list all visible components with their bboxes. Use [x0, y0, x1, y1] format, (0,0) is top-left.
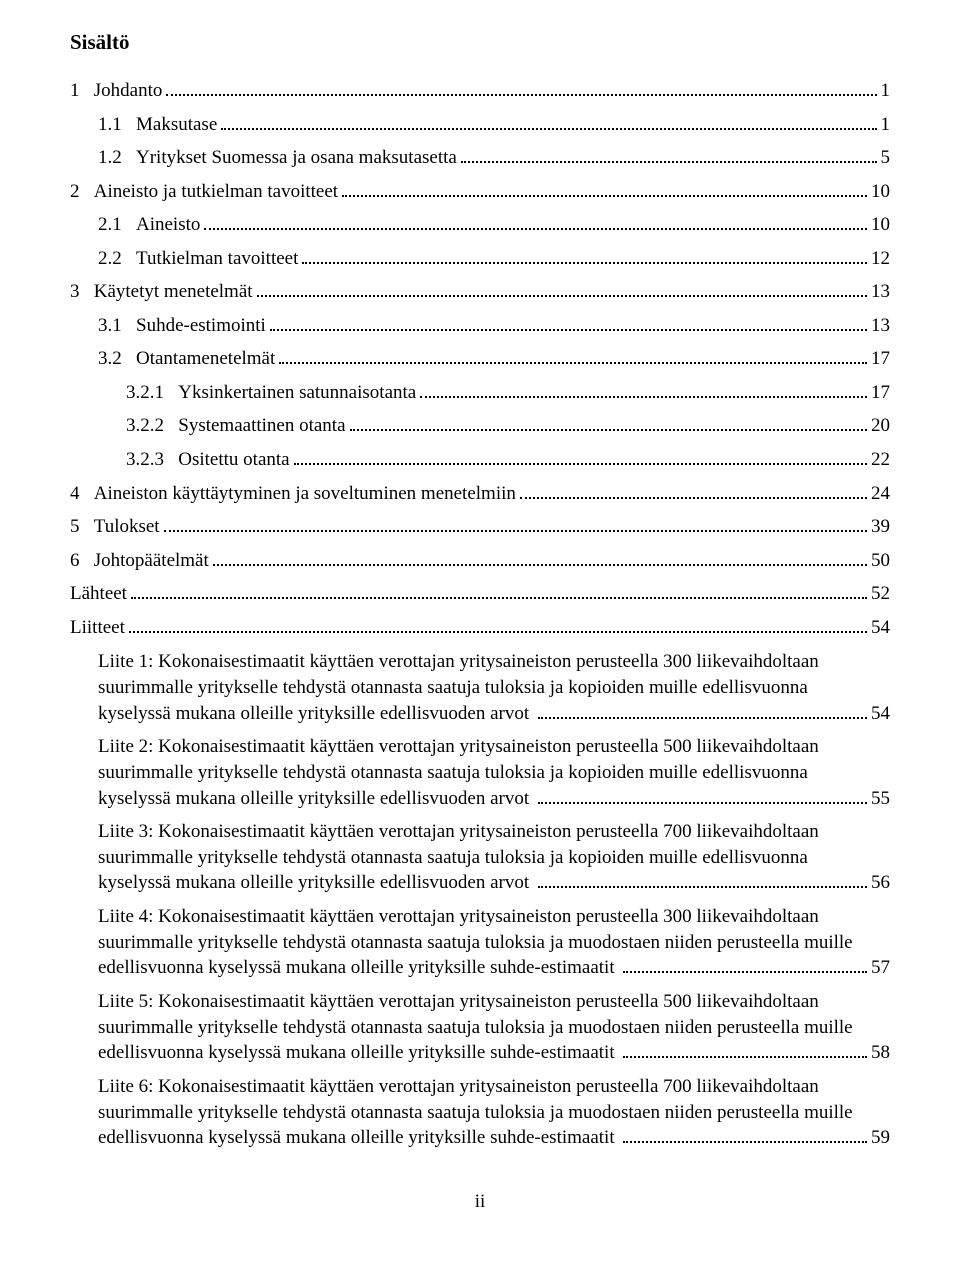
toc-entry: 3.2 Otantamenetelmät 17: [70, 345, 890, 373]
appendix-page: 57: [871, 955, 890, 981]
appendix-leader-dots: [538, 871, 867, 888]
toc-entry: 3 Käytetyt menetelmät 13: [70, 278, 890, 306]
appendix-page: 59: [871, 1125, 890, 1151]
toc-leader-dots: [204, 213, 867, 230]
appendix-entry: Liite 5: Kokonaisestimaatit käyttäen ver…: [98, 989, 890, 1066]
appendix-page: 58: [871, 1040, 890, 1066]
toc-label: 2.1 Aineisto: [98, 211, 200, 239]
toc-label: 3.2.2 Systemaattinen otanta: [126, 412, 346, 440]
toc-entry: 6 Johtopäätelmät 50: [70, 547, 890, 575]
appendix-leader-dots: [623, 1041, 867, 1058]
toc-page: 20: [871, 412, 890, 440]
toc-page: 5: [881, 144, 891, 172]
toc-page: 12: [871, 245, 890, 273]
toc-entry: 2 Aineisto ja tutkielman tavoitteet 10: [70, 178, 890, 206]
toc-entry: 1.2 Yritykset Suomessa ja osana maksutas…: [70, 144, 890, 172]
toc-entry: 1 Johdanto 1: [70, 77, 890, 105]
toc-leader-dots: [302, 247, 867, 264]
toc-page: 10: [871, 178, 890, 206]
toc-entry: 1.1 Maksutase 1: [70, 111, 890, 139]
toc-entry: 3.1 Suhde-estimointi 13: [70, 312, 890, 340]
toc-leader-dots: [461, 146, 877, 163]
toc-leader-dots: [270, 314, 867, 331]
toc-entry: 3.2.1 Yksinkertainen satunnaisotanta 17: [70, 379, 890, 407]
toc-page: 39: [871, 513, 890, 541]
appendix-entry: Liite 3: Kokonaisestimaatit käyttäen ver…: [98, 819, 890, 896]
appendix-page: 55: [871, 786, 890, 812]
toc-leader-dots: [213, 548, 867, 565]
toc-label: 5 Tulokset: [70, 513, 160, 541]
toc-label: 2.2 Tutkielman tavoitteet: [98, 245, 298, 273]
toc-label: 3.1 Suhde-estimointi: [98, 312, 266, 340]
toc-label: 3.2.1 Yksinkertainen satunnaisotanta: [126, 379, 416, 407]
toc-leader-dots: [279, 347, 867, 364]
toc-label: Lähteet: [70, 580, 127, 608]
toc-page: 13: [871, 278, 890, 306]
toc-leader-dots: [129, 616, 867, 633]
appendix-entry: Liite 6: Kokonaisestimaatit käyttäen ver…: [98, 1074, 890, 1151]
toc-leader-dots: [221, 112, 876, 129]
toc-leader-dots: [257, 280, 867, 297]
appendix-entry: Liite 2: Kokonaisestimaatit käyttäen ver…: [98, 734, 890, 811]
toc-page: 22: [871, 446, 890, 474]
toc-leader-dots: [164, 515, 867, 532]
toc-page: 52: [871, 580, 890, 608]
appendix-leader-dots: [623, 956, 867, 973]
appendix-leader-dots: [538, 701, 867, 718]
appendix-leader-dots: [623, 1126, 867, 1143]
toc-label: 1.1 Maksutase: [98, 111, 217, 139]
toc-page: 10: [871, 211, 890, 239]
toc-label: 6 Johtopäätelmät: [70, 547, 209, 575]
toc-leader-dots: [350, 414, 867, 431]
toc-label: 1.2 Yritykset Suomessa ja osana maksutas…: [98, 144, 457, 172]
toc-label: 3 Käytetyt menetelmät: [70, 278, 253, 306]
toc-leader-dots: [166, 79, 876, 96]
toc-entry: Liitteet 54: [70, 614, 890, 642]
toc-label: 2 Aineisto ja tutkielman tavoitteet: [70, 178, 338, 206]
toc-leader-dots: [294, 448, 867, 465]
toc-page: 13: [871, 312, 890, 340]
appendix-list: Liite 1: Kokonaisestimaatit käyttäen ver…: [70, 649, 890, 1151]
appendix-entry: Liite 4: Kokonaisestimaatit käyttäen ver…: [98, 904, 890, 981]
toc: 1 Johdanto 11.1 Maksutase 11.2 Yritykset…: [70, 77, 890, 641]
toc-page: 17: [871, 345, 890, 373]
toc-page: 24: [871, 480, 890, 508]
page-title: Sisältö: [70, 30, 890, 55]
appendix-page: 54: [871, 701, 890, 727]
toc-label: 4 Aineiston käyttäytyminen ja soveltumin…: [70, 480, 516, 508]
toc-page: 50: [871, 547, 890, 575]
appendix-entry: Liite 1: Kokonaisestimaatit käyttäen ver…: [98, 649, 890, 726]
toc-label: 3.2 Otantamenetelmät: [98, 345, 275, 373]
toc-leader-dots: [420, 381, 867, 398]
toc-entry: 3.2.3 Ositettu otanta 22: [70, 446, 890, 474]
toc-entry: 4 Aineiston käyttäytyminen ja soveltumin…: [70, 480, 890, 508]
toc-label: 3.2.3 Ositettu otanta: [126, 446, 290, 474]
toc-entry: 5 Tulokset 39: [70, 513, 890, 541]
appendix-page: 56: [871, 870, 890, 896]
toc-page: 1: [881, 111, 891, 139]
toc-leader-dots: [131, 582, 867, 599]
toc-label: 1 Johdanto: [70, 77, 162, 105]
toc-label: Liitteet: [70, 614, 125, 642]
toc-entry: 2.2 Tutkielman tavoitteet 12: [70, 245, 890, 273]
toc-entry: 2.1 Aineisto 10: [70, 211, 890, 239]
toc-leader-dots: [342, 179, 867, 196]
toc-page: 54: [871, 614, 890, 642]
toc-page: 17: [871, 379, 890, 407]
page-number-footer: ii: [70, 1191, 890, 1213]
toc-entry: 3.2.2 Systemaattinen otanta 20: [70, 412, 890, 440]
appendix-leader-dots: [538, 786, 867, 803]
toc-page: 1: [881, 77, 891, 105]
toc-leader-dots: [520, 481, 867, 498]
toc-entry: Lähteet 52: [70, 580, 890, 608]
